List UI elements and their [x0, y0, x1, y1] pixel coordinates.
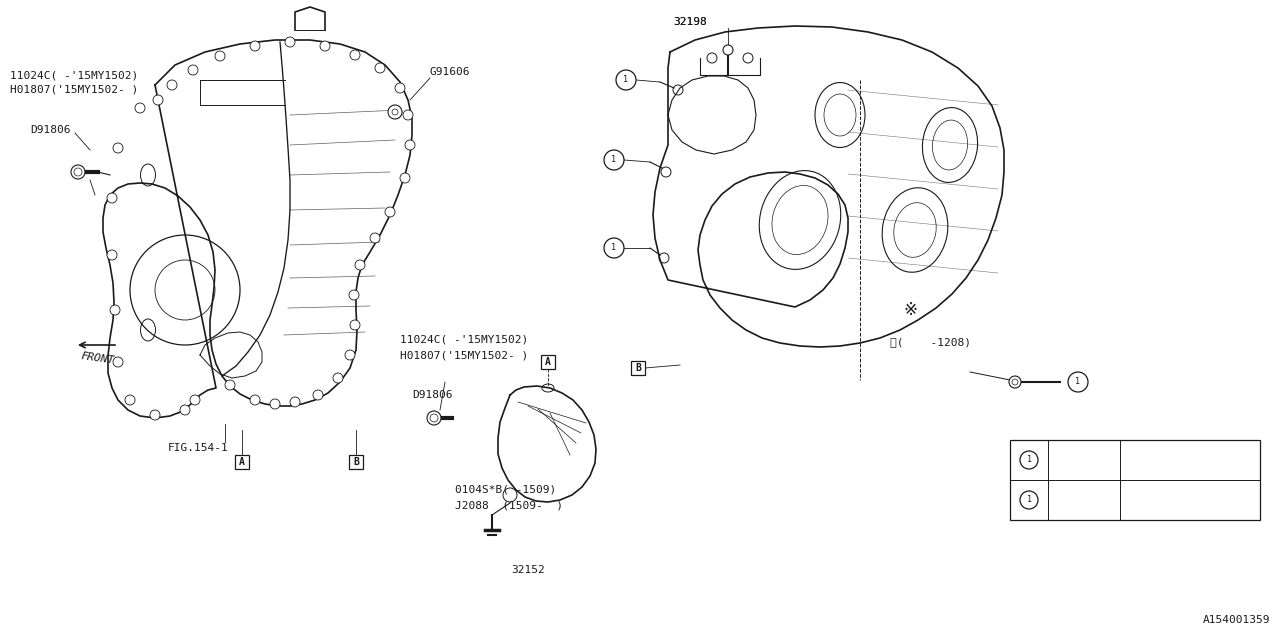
Text: 1: 1 [1027, 495, 1032, 504]
Circle shape [74, 168, 82, 176]
Text: ※: ※ [902, 301, 916, 319]
Circle shape [604, 238, 625, 258]
Text: D91806: D91806 [29, 125, 70, 135]
Text: D91806: D91806 [412, 390, 453, 400]
Circle shape [166, 80, 177, 90]
Text: J2088  (1509-  ): J2088 (1509- ) [454, 500, 563, 510]
Text: B: B [635, 363, 641, 373]
Circle shape [333, 373, 343, 383]
Circle shape [150, 410, 160, 420]
Circle shape [189, 395, 200, 405]
Circle shape [430, 414, 438, 422]
Text: A: A [545, 357, 550, 367]
Circle shape [399, 173, 410, 183]
Text: B: B [353, 457, 358, 467]
Text: FRONT: FRONT [79, 351, 115, 365]
Circle shape [388, 105, 402, 119]
Circle shape [355, 260, 365, 270]
Text: (1509-  ): (1509- ) [1124, 495, 1185, 505]
Circle shape [616, 70, 636, 90]
Text: J20635: J20635 [1053, 495, 1093, 505]
Bar [1010, 440, 1260, 520]
Circle shape [349, 290, 358, 300]
Circle shape [320, 41, 330, 51]
Circle shape [1068, 372, 1088, 392]
Circle shape [396, 83, 404, 93]
Circle shape [346, 350, 355, 360]
Circle shape [270, 399, 280, 409]
Text: 1: 1 [1027, 456, 1032, 465]
Circle shape [113, 357, 123, 367]
Circle shape [349, 50, 360, 60]
Circle shape [723, 45, 733, 55]
Circle shape [370, 233, 380, 243]
Circle shape [404, 140, 415, 150]
Bar [541, 355, 556, 369]
Circle shape [428, 411, 442, 425]
Circle shape [154, 95, 163, 105]
Text: G91606: G91606 [430, 67, 471, 77]
Text: 1: 1 [612, 156, 617, 164]
Circle shape [1009, 376, 1021, 388]
Circle shape [188, 65, 198, 75]
Text: H01807('15MY1502- ): H01807('15MY1502- ) [399, 351, 529, 361]
Bar [236, 455, 250, 469]
Circle shape [1020, 491, 1038, 509]
Circle shape [108, 193, 116, 203]
Circle shape [291, 397, 300, 407]
Text: 11024C( -'15MY1502): 11024C( -'15MY1502) [10, 71, 138, 81]
Text: 0104S*B( -1509): 0104S*B( -1509) [454, 485, 557, 495]
Circle shape [250, 395, 260, 405]
Circle shape [180, 405, 189, 415]
Text: H01807('15MY1502- ): H01807('15MY1502- ) [10, 85, 138, 95]
Circle shape [285, 37, 294, 47]
Text: ※(    -1208): ※( -1208) [890, 337, 972, 347]
Text: 32198: 32198 [673, 17, 707, 27]
Text: 1: 1 [1075, 378, 1080, 387]
Circle shape [70, 165, 84, 179]
Text: 32198: 32198 [673, 17, 707, 27]
Text: 1: 1 [612, 243, 617, 253]
Circle shape [113, 143, 123, 153]
Circle shape [250, 41, 260, 51]
Circle shape [134, 103, 145, 113]
Text: 11024C( -'15MY1502): 11024C( -'15MY1502) [399, 335, 529, 345]
Circle shape [110, 305, 120, 315]
Text: ( -1509): ( -1509) [1124, 455, 1178, 465]
Circle shape [604, 150, 625, 170]
Text: A154001359: A154001359 [1202, 615, 1270, 625]
Circle shape [1020, 451, 1038, 469]
Text: 1: 1 [623, 76, 628, 84]
Circle shape [1012, 379, 1018, 385]
Text: FIG.154-1: FIG.154-1 [168, 443, 229, 453]
Circle shape [225, 380, 236, 390]
Circle shape [215, 51, 225, 61]
Bar [631, 361, 645, 375]
Text: J60697: J60697 [1053, 455, 1093, 465]
Bar [349, 455, 364, 469]
Circle shape [314, 390, 323, 400]
Text: 32152: 32152 [511, 565, 545, 575]
Circle shape [392, 109, 398, 115]
Circle shape [125, 395, 134, 405]
Circle shape [349, 320, 360, 330]
Text: A: A [239, 457, 244, 467]
Circle shape [375, 63, 385, 73]
Circle shape [385, 207, 396, 217]
Circle shape [108, 250, 116, 260]
Circle shape [403, 110, 413, 120]
